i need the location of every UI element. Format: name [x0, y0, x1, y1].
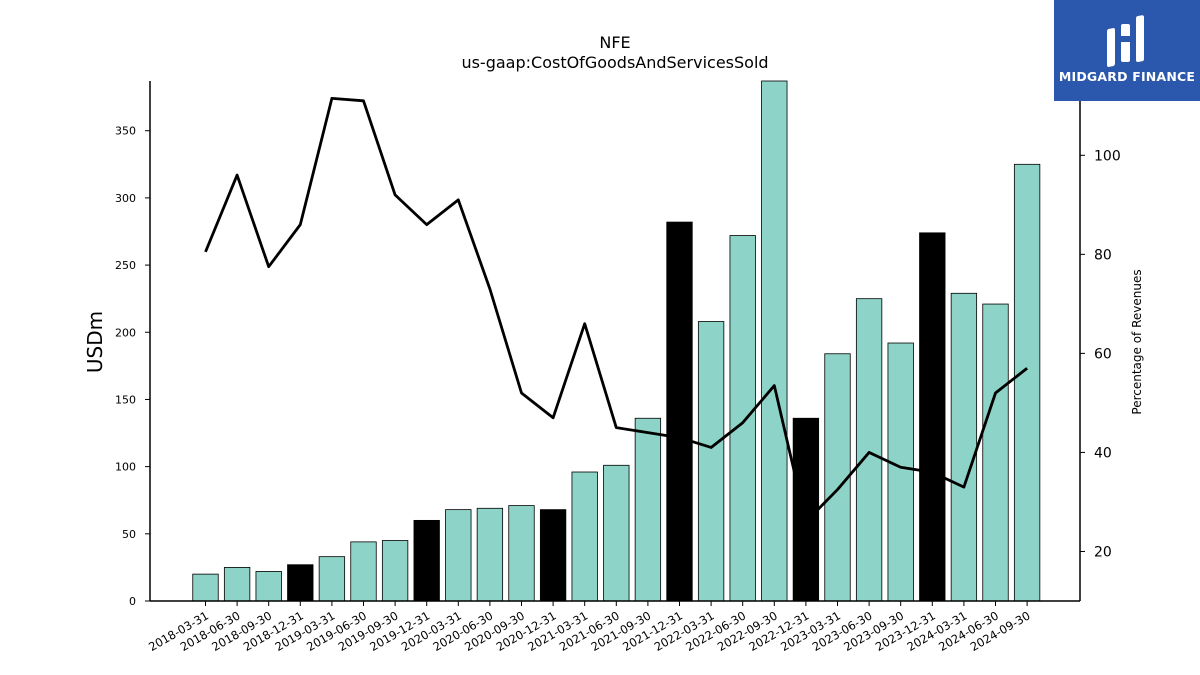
- chart-subtitle: us-gaap:CostOfGoodsAndServicesSold: [461, 53, 768, 72]
- bar-2020-06-30: [476, 507, 504, 602]
- y2-tick-label: 100: [1094, 148, 1121, 164]
- y2-tick-label: 40: [1094, 445, 1112, 461]
- y-tick-label: 0: [129, 595, 136, 608]
- chart-title: NFE: [599, 33, 630, 52]
- bar-2019-03-31: [318, 556, 346, 602]
- bar-2024-09-30: [1013, 163, 1041, 602]
- bar-2020-12-31: [539, 509, 567, 602]
- bar-2022-12-31: [792, 417, 820, 602]
- y2-tick-label: 60: [1094, 346, 1112, 362]
- bar-2018-12-31: [287, 564, 314, 602]
- bar-2024-06-30: [982, 303, 1009, 602]
- y-axis-ticks: 0 50 100 150 200 250 300 350: [115, 125, 150, 608]
- bar-2024-03-31: [950, 292, 978, 602]
- x-axis-ticks: 2018-03-312018-06-302018-09-302018-12-31…: [146, 601, 1033, 654]
- bar-series: [192, 80, 1041, 602]
- brand-name: MIDGARD FINANCE: [1058, 69, 1196, 84]
- bar-2021-03-31: [571, 471, 598, 602]
- bar-2019-09-30: [381, 540, 409, 602]
- y-tick-label: 200: [115, 326, 136, 339]
- y-tick-label: 250: [115, 259, 136, 272]
- percentage-line: [204, 96, 1028, 524]
- y-tick-label: 300: [115, 192, 136, 205]
- bar-2023-06-30: [855, 298, 883, 602]
- bar-2023-03-31: [824, 353, 851, 602]
- bar-2021-06-30: [603, 464, 630, 602]
- y-tick-label: 50: [122, 528, 136, 541]
- y-tick-label: 100: [115, 461, 136, 474]
- bar-2019-06-30: [350, 541, 377, 602]
- y-tick-label: 150: [115, 393, 136, 406]
- bar-2022-09-30: [761, 80, 788, 602]
- y2-tick-label: 80: [1094, 247, 1112, 263]
- bar-2018-03-31: [192, 573, 219, 602]
- bar-2018-09-30: [255, 571, 282, 602]
- axes: [149, 81, 1081, 602]
- y2-tick-label: 20: [1094, 544, 1112, 560]
- midgard-logo-icon: [1107, 15, 1144, 67]
- bar-2020-09-30: [508, 505, 535, 602]
- bar-2021-09-30: [634, 417, 662, 602]
- bar-2020-03-31: [445, 509, 472, 602]
- bar-2022-06-30: [729, 235, 756, 602]
- bar-2023-09-30: [887, 342, 914, 602]
- bar-2021-12-31: [666, 221, 693, 602]
- bar-2019-12-31: [413, 519, 440, 602]
- y-axis-label: USDm: [83, 311, 107, 373]
- bar-2023-12-31: [919, 232, 946, 602]
- bar-2018-06-30: [223, 567, 251, 602]
- bar-2022-03-31: [697, 321, 725, 602]
- y2-axis-label: Percentage of Revenues: [1130, 269, 1144, 414]
- y2-axis-ticks: 20 40 60 80 100: [1080, 148, 1121, 560]
- y-tick-label: 350: [115, 125, 136, 138]
- brand-logo: MIDGARD FINANCE: [1054, 0, 1200, 101]
